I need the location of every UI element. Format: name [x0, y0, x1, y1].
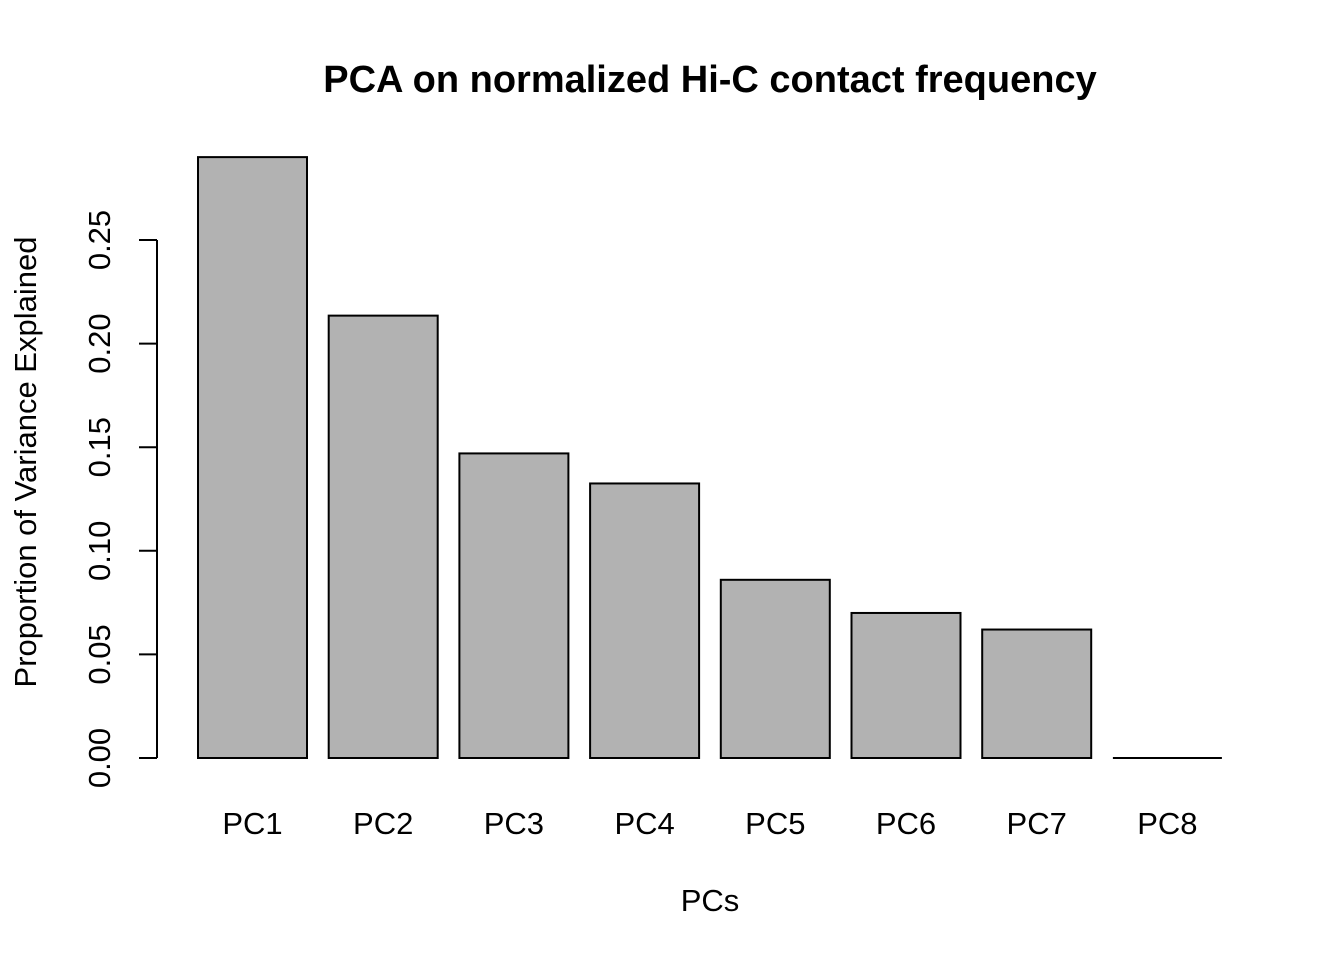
x-tick-label-pc2: PC2: [353, 806, 413, 841]
x-tick-label-pc7: PC7: [1007, 806, 1067, 841]
x-axis-label: PCs: [681, 883, 740, 918]
bar-pc6: [850, 611, 962, 760]
y-tick-label: 0.15: [82, 417, 117, 477]
y-axis: 0.00 0.05 0.10 0.15 0.20 0.25: [82, 210, 158, 788]
x-tick-label-pc6: PC6: [876, 806, 936, 841]
x-tick-label-pc3: PC3: [484, 806, 544, 841]
bar-pc2: [327, 314, 439, 759]
y-tick-label: 0.20: [82, 313, 117, 373]
bar-pc5: [719, 578, 831, 759]
x-tick-label-pc1: PC1: [222, 806, 282, 841]
y-tick-label: 0.25: [82, 210, 117, 270]
bar-pc4: [589, 482, 701, 759]
y-tick-label: 0.05: [82, 624, 117, 684]
bar-pc7: [981, 628, 1093, 760]
bar-pc3: [458, 452, 570, 759]
x-tick-label-pc8: PC8: [1137, 806, 1197, 841]
x-category-labels: PC1 PC2 PC3 PC4 PC5 PC6 PC7 PC8: [222, 806, 1197, 841]
chart-title: PCA on normalized Hi-C contact frequency: [323, 59, 1096, 101]
y-tick-label: 0.00: [82, 728, 117, 788]
x-tick-label-pc5: PC5: [745, 806, 805, 841]
bars-group: [197, 156, 1222, 760]
x-tick-label-pc4: PC4: [614, 806, 674, 841]
bar-pc1: [197, 156, 308, 759]
y-tick-label: 0.10: [82, 521, 117, 581]
y-axis-label: Proportion of Variance Explained: [8, 237, 43, 688]
